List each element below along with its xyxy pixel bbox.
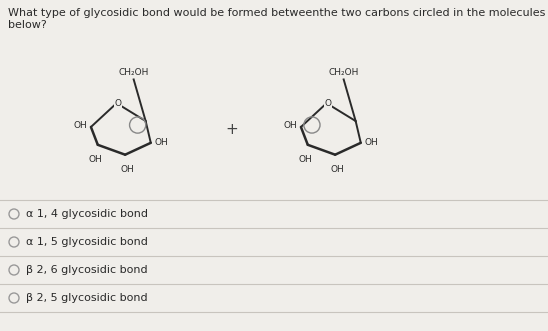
Text: α 1, 4 glycosidic bond: α 1, 4 glycosidic bond [26,209,148,219]
Text: β 2, 5 glycosidic bond: β 2, 5 glycosidic bond [26,293,147,303]
Text: OH: OH [283,121,297,130]
Text: +: + [226,122,238,137]
Text: OH: OH [73,121,87,130]
Text: O: O [114,99,121,108]
Text: OH: OH [365,138,379,147]
Text: β 2, 6 glycosidic bond: β 2, 6 glycosidic bond [26,265,147,275]
Text: OH: OH [299,155,313,164]
Text: O: O [324,99,331,108]
Text: below?: below? [8,20,47,30]
Text: CH₂OH: CH₂OH [118,69,149,77]
Text: What type of glycosidic bond would be formed between⁠the two carbons circled in : What type of glycosidic bond would be fo… [8,8,545,18]
Text: OH: OH [155,138,169,147]
Text: α 1, 5 glycosidic bond: α 1, 5 glycosidic bond [26,237,148,247]
Text: CH₂OH: CH₂OH [328,69,359,77]
Text: OH: OH [120,165,134,174]
Text: OH: OH [89,155,102,164]
Text: OH: OH [330,165,344,174]
